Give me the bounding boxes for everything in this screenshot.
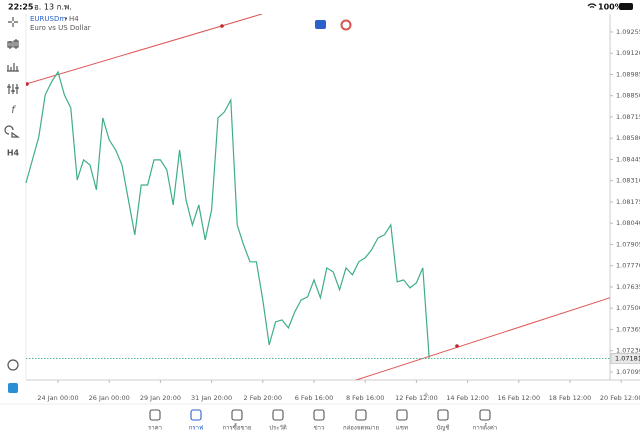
tab-icon[interactable] — [479, 409, 491, 421]
one-click-button[interactable] — [315, 20, 326, 29]
crosshair-tool[interactable] — [8, 17, 18, 27]
x-tick-label: 20 Feb 12:00 — [600, 394, 640, 402]
current-price-label: 1.07181 — [615, 354, 640, 362]
x-tick-label: 8 Feb 16:00 — [346, 394, 385, 402]
y-tick-label: 1.08715 — [616, 113, 640, 121]
y-tick-label: 1.07770 — [616, 262, 640, 270]
tab-label[interactable]: ราคา — [148, 425, 162, 432]
y-tick-label: 1.08985 — [616, 70, 640, 78]
x-tick-label: 6 Feb 16:00 — [295, 394, 334, 402]
y-tick-label: 1.09255 — [616, 28, 640, 36]
chart-type-tool[interactable] — [7, 39, 19, 49]
tab-label[interactable]: ประวัติ — [269, 425, 287, 432]
timeframe-tool[interactable]: H4 — [7, 149, 20, 158]
time-marker — [423, 392, 429, 396]
battery-text: 100% — [598, 3, 623, 12]
x-tick-label: 16 Feb 12:00 — [497, 394, 540, 402]
y-tick-label: 1.07365 — [616, 325, 640, 333]
y-tick-label: 1.08175 — [616, 198, 640, 206]
tab-icon[interactable] — [313, 409, 325, 421]
tab-icon[interactable] — [272, 409, 284, 421]
symbol-description: Euro vs US Dollar — [30, 24, 91, 32]
trend-anchor[interactable] — [220, 24, 224, 28]
current-price-box — [610, 353, 640, 364]
objects-tool[interactable] — [4, 125, 20, 138]
x-tick-label: 26 Jan 00:00 — [89, 394, 130, 402]
x-tick-label: 24 Jan 00:00 — [37, 394, 78, 402]
tab-icon[interactable] — [396, 409, 408, 421]
symbol-timeframe[interactable]: H4 — [69, 15, 79, 23]
y-tick-label: 1.09120 — [616, 49, 640, 57]
separator: • — [64, 15, 68, 23]
y-tick-label: 1.08580 — [616, 134, 640, 142]
settings-tool[interactable] — [7, 84, 19, 94]
battery-icon — [619, 3, 633, 10]
tab-label[interactable]: กราฟ — [189, 425, 203, 432]
y-tick-label: 1.07230 — [616, 347, 640, 355]
x-tick-label: 31 Jan 20:00 — [191, 394, 232, 402]
x-tick-label: 29 Jan 20:00 — [140, 394, 181, 402]
x-tick-label: 12 Feb 12:00 — [395, 394, 438, 402]
trend-line-lower[interactable] — [310, 288, 640, 395]
tab-icon[interactable] — [355, 409, 367, 421]
y-tick-label: 1.08310 — [616, 177, 640, 185]
speed-tool[interactable] — [7, 359, 19, 371]
y-tick-label: 1.08445 — [616, 155, 640, 163]
status-date: อ. 13 ก.พ. — [34, 3, 72, 12]
wifi-icon — [587, 3, 597, 9]
tab-icon[interactable] — [149, 409, 161, 421]
x-tick-label: 2 Feb 20:00 — [244, 394, 283, 402]
tab-bar: ราคา กราฟ การซื้อขาย ประวัติ ข่าว กล่องจดหมาย… — [148, 409, 497, 432]
y-tick-label: 1.07095 — [616, 368, 640, 376]
tab-icon[interactable] — [190, 409, 202, 421]
tab-label[interactable]: บัญชี — [437, 424, 450, 432]
tab-label[interactable]: การซื้อขาย — [223, 422, 252, 432]
tab-label[interactable]: กล่องจดหมาย — [343, 425, 379, 432]
y-tick-label: 1.07905 — [616, 240, 640, 248]
symbol-name[interactable]: EURUSDm — [30, 15, 66, 23]
trend-anchor[interactable] — [25, 82, 29, 86]
broker-icon[interactable] — [8, 383, 18, 393]
function-tool[interactable]: f — [11, 105, 16, 116]
x-tick-label: 18 Feb 12:00 — [549, 394, 592, 402]
y-tick-label: 1.07635 — [616, 283, 640, 291]
tab-label[interactable]: การตั้งค่า — [473, 422, 497, 432]
y-tick-label: 1.07500 — [616, 304, 640, 312]
price-line — [25, 70, 430, 359]
status-time: 22:25 — [8, 3, 34, 12]
tab-label[interactable]: ข่าว — [314, 425, 325, 432]
left-toolbar: f H4 — [4, 17, 20, 393]
x-tick-label: 14 Feb 12:00 — [446, 394, 489, 402]
tab-icon[interactable] — [231, 409, 243, 421]
y-tick-label: 1.08040 — [616, 219, 640, 227]
indicators-tool[interactable] — [7, 63, 19, 72]
y-tick-label: 1.08850 — [616, 92, 640, 100]
trend-channel — [25, 14, 640, 395]
trend-anchor[interactable] — [455, 344, 459, 348]
tab-label[interactable]: แชท — [396, 425, 408, 432]
tab-icon[interactable] — [437, 409, 449, 421]
trade-button[interactable] — [340, 19, 352, 31]
